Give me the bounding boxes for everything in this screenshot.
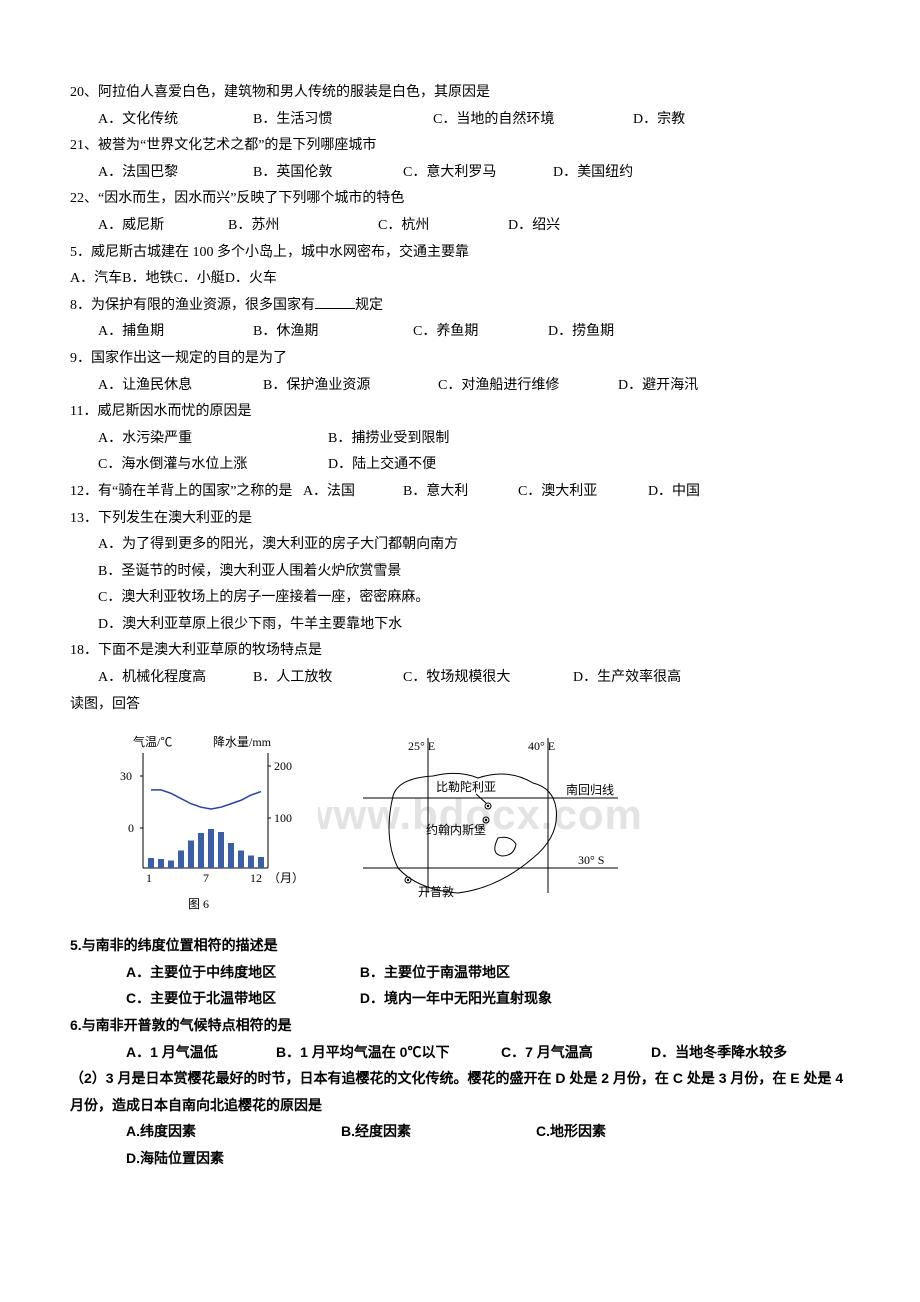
question: 12．有“骑在羊背上的国家”之称的是 A．法国B．意大利C．澳大利亚D．中国 — [70, 479, 850, 506]
question-options: C．海水倒灌与水位上涨D．陆上交通不便 — [70, 452, 850, 479]
figure-row: 气温/℃ 降水量/mm 30 0 200 100 1 7 12 （月） 图 6 … — [98, 728, 850, 918]
question: 8．为保护有限的渔业资源，很多国家有规定 — [70, 293, 850, 320]
x-unit: （月） — [268, 871, 304, 885]
lon-40-label: 40° E — [528, 739, 555, 753]
climate-chart: 气温/℃ 降水量/mm 30 0 200 100 1 7 12 （月） 图 6 — [98, 728, 318, 918]
question-options: A．捕鱼期B．休渔期C．养鱼期D．捞鱼期 — [70, 319, 850, 346]
question: 5．威尼斯古城建在 100 多个小岛上，城中水网密布，交通主要靠 — [70, 240, 850, 267]
question-options: A．让渔民休息B．保护渔业资源C．对渔船进行维修D．避开海汛 — [70, 373, 850, 400]
question-list: 20、阿拉伯人喜爱白色，建筑物和男人传统的服装是白色，其原因是A．文化传统B．生… — [70, 80, 850, 692]
question-option: C．澳大利亚牧场上的房子一座接着一座，密密麻麻。 — [70, 585, 850, 612]
x-tick-7: 7 — [203, 871, 209, 885]
question-options: A．汽车B．地铁C．小艇D．火车 — [70, 266, 850, 293]
question-option: A．为了得到更多的阳光，澳大利亚的房子大门都朝向南方 — [70, 532, 850, 559]
temp-axis-label: 气温/℃ — [133, 734, 172, 749]
q5b-num: 5. — [70, 937, 82, 953]
question: 20、阿拉伯人喜爱白色，建筑物和男人传统的服装是白色，其原因是 — [70, 80, 850, 107]
question-options: A．机械化程度高B．人工放牧C．牧场规模很大D．生产效率很高 — [70, 665, 850, 692]
question: 11．威尼斯因水而忧的原因是 — [70, 399, 850, 426]
q5b: 5.与南非的纬度位置相符的描述是 — [70, 932, 850, 959]
q5b-opts-row2: C．主要位于北温带地区 D．境内一年中无阳光直射现象 — [70, 985, 850, 1012]
chart-caption: 图 6 — [188, 897, 209, 911]
temp-tick-0: 0 — [128, 821, 134, 835]
question-options: A．水污染严重B．捕捞业受到限制 — [70, 426, 850, 453]
city-joburg-label: 约翰内斯堡 — [426, 822, 486, 837]
lesotho-outline — [495, 838, 516, 857]
rain-tick-200: 200 — [274, 759, 292, 773]
q-sakura-num: （2） — [70, 1070, 106, 1086]
q-sakura-stem: 3 月是日本赏樱花最好的时节，日本有追樱花的文化传统。樱花的盛开在 D 处是 2… — [70, 1070, 843, 1113]
tropic-label: 南回归线 — [566, 782, 614, 797]
question-options: A．法国巴黎B．英国伦敦C．意大利罗马D．美国纽约 — [70, 160, 850, 187]
q6b-opts: A．1 月气温低B．1 月平均气温在 0℃以下C．7 月气温高D．当地冬季降水较… — [70, 1039, 850, 1066]
q-sakura-opts: A.纬度因素B.经度因素C.地形因素D.海陆位置因素 — [70, 1118, 850, 1171]
south-africa-map: 25° E 40° E 南回归线 30° S 比勒陀利亚 约翰内斯堡 开普敦 — [338, 728, 638, 918]
x-tick-1: 1 — [146, 871, 152, 885]
q6b: 6.与南非开普敦的气候特点相符的是 — [70, 1012, 850, 1039]
temp-tick-30: 30 — [120, 769, 132, 783]
q6b-stem: 与南非开普敦的气候特点相符的是 — [82, 1017, 292, 1033]
question-options: A．威尼斯B．苏州C．杭州D．绍兴 — [70, 213, 850, 240]
city-pretoria-label: 比勒陀利亚 — [436, 779, 496, 794]
question-option: B．圣诞节的时候，澳大利亚人围着火炉欣赏雪景 — [70, 559, 850, 586]
x-tick-12: 12 — [250, 871, 262, 885]
q5b-stem: 与南非的纬度位置相符的描述是 — [82, 937, 278, 953]
question-options: A．文化传统B．生活习惯C．当地的自然环境D．宗教 — [70, 107, 850, 134]
question: 21、被誉为“世界文化艺术之都”的是下列哪座城市 — [70, 133, 850, 160]
question: 22、“因水而生，因水而兴”反映了下列哪个城市的特色 — [70, 186, 850, 213]
q5b-opts-row1: A．主要位于中纬度地区 B．主要位于南温带地区 — [70, 959, 850, 986]
read-figure-prompt: 读图，回答 — [70, 692, 850, 719]
city-capetown-label: 开普敦 — [418, 884, 454, 899]
lon-25-label: 25° E — [408, 739, 435, 753]
question: 18．下面不是澳大利亚草原的牧场特点是 — [70, 638, 850, 665]
question: 13．下列发生在澳大利亚的是 — [70, 506, 850, 533]
question: 9．国家作出这一规定的目的是为了 — [70, 346, 850, 373]
q-sakura: （2）3 月是日本赏樱花最好的时节，日本有追樱花的文化传统。樱花的盛开在 D 处… — [70, 1065, 850, 1118]
lat-30-label: 30° S — [578, 853, 604, 867]
q6b-num: 6. — [70, 1017, 82, 1033]
rain-tick-100: 100 — [274, 811, 292, 825]
rain-axis-label: 降水量/mm — [213, 735, 272, 749]
question-option: D．澳大利亚草原上很少下雨，牛羊主要靠地下水 — [70, 612, 850, 639]
